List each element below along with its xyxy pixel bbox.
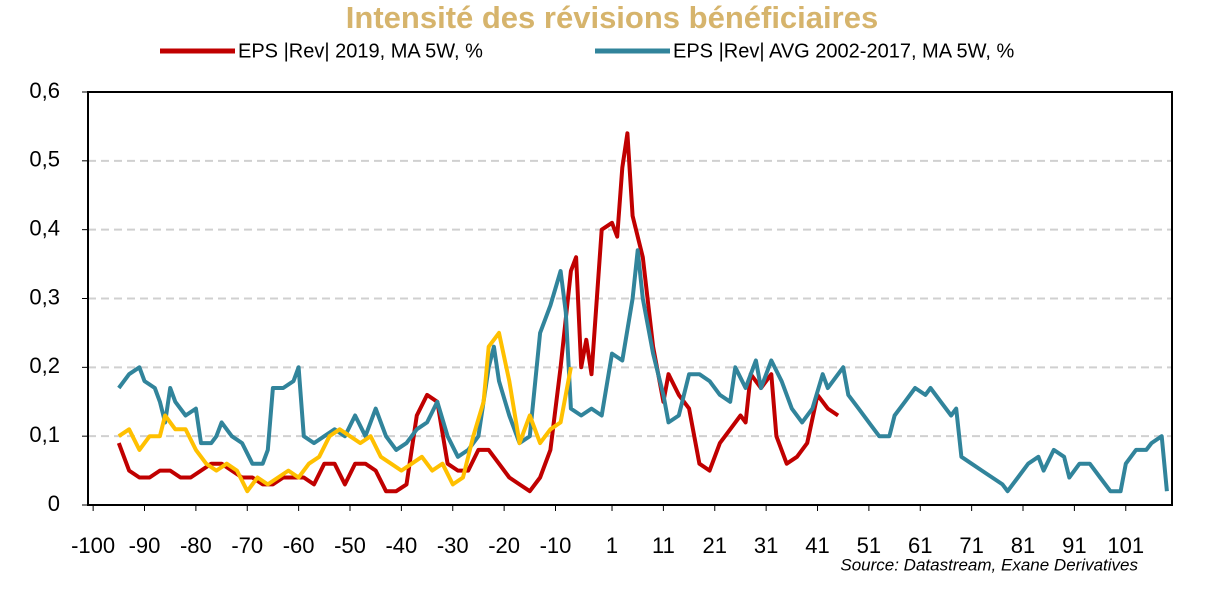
y-tick-label: 0,1 bbox=[29, 422, 60, 447]
x-tick-label: -70 bbox=[231, 533, 263, 558]
x-tick-label: 91 bbox=[1062, 533, 1086, 558]
y-tick-label: 0,4 bbox=[29, 215, 60, 240]
legend-label: EPS |Rev| AVG 2002-2017, MA 5W, % bbox=[673, 40, 1015, 62]
x-tick-label: 51 bbox=[857, 533, 881, 558]
x-tick-label: 81 bbox=[1011, 533, 1035, 558]
chart-title: Intensité des révisions bénéficiaires bbox=[346, 0, 878, 35]
x-tick-label: -10 bbox=[540, 533, 572, 558]
series-line bbox=[117, 330, 573, 494]
source: Source: Datastream, Exane Derivatives bbox=[840, 555, 1138, 574]
x-tick-label: -20 bbox=[488, 533, 520, 558]
x-tick-label: -40 bbox=[385, 533, 417, 558]
x-tick-label: -100 bbox=[71, 533, 115, 558]
legend-label: EPS |Rev| 2019, MA 5W, % bbox=[238, 40, 483, 62]
x-tick-label: 21 bbox=[703, 533, 727, 558]
x-tick-label: -50 bbox=[334, 533, 366, 558]
x-tick-label: -80 bbox=[180, 533, 212, 558]
x-tick-label: 41 bbox=[805, 533, 829, 558]
x-tick-label: 61 bbox=[908, 533, 932, 558]
x-tick-label: 31 bbox=[754, 533, 778, 558]
series-line bbox=[116, 131, 840, 494]
plot-border bbox=[87, 91, 1173, 506]
x-tick-label: -60 bbox=[283, 533, 315, 558]
y-tick-label: 0 bbox=[48, 491, 60, 516]
x-tick-label: 11 bbox=[652, 533, 675, 558]
series-line bbox=[117, 248, 1169, 494]
x-tick-label: 101 bbox=[1107, 533, 1144, 558]
x-tick-label: 71 bbox=[959, 533, 983, 558]
y-tick-label: 0,3 bbox=[29, 284, 60, 309]
y-tick-label: 0,6 bbox=[29, 78, 60, 103]
y-tick-label: 0,2 bbox=[29, 353, 60, 378]
x-tick-label: -30 bbox=[437, 533, 469, 558]
x-tick-label: 1 bbox=[606, 533, 618, 558]
x-tick-label: -90 bbox=[129, 533, 161, 558]
y-tick-label: 0,5 bbox=[29, 147, 60, 172]
